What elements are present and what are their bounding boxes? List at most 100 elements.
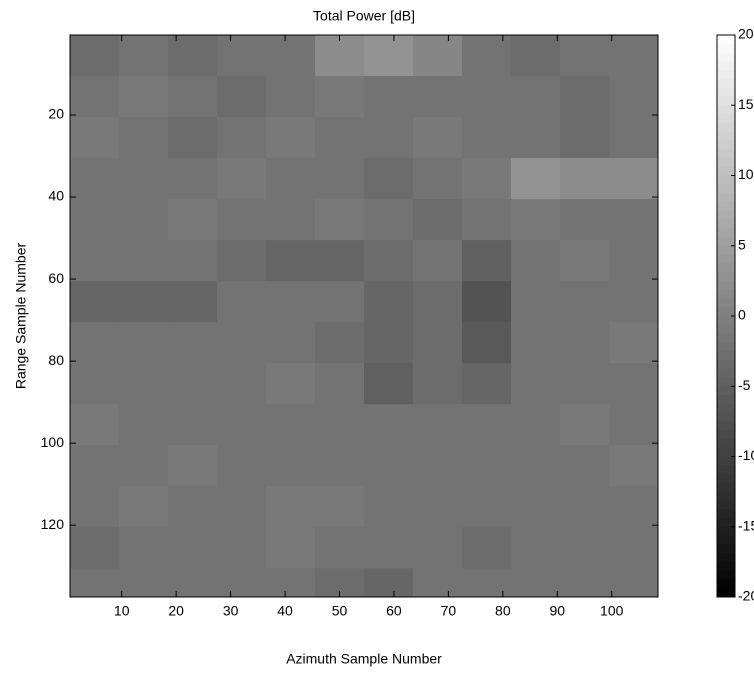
colorbar-step	[717, 307, 735, 316]
colorbar-step	[717, 316, 735, 325]
heatmap-cell	[266, 568, 316, 597]
heatmap-cell	[168, 445, 218, 487]
colorbar-step	[717, 184, 735, 193]
heatmap-cell	[168, 158, 218, 200]
x-tick-label: 70	[441, 603, 457, 619]
heatmap-cell	[70, 363, 120, 405]
heatmap-cell	[266, 158, 316, 200]
colorbar-step	[717, 527, 735, 536]
heatmap-cell	[364, 445, 414, 487]
heatmap-cell	[217, 117, 267, 159]
heatmap-cell	[315, 240, 365, 282]
heatmap-cell	[217, 363, 267, 405]
heatmap-cell	[364, 363, 414, 405]
heatmap-cell	[462, 35, 512, 77]
heatmap-cell	[609, 158, 659, 200]
heatmap-cell	[217, 568, 267, 597]
heatmap-cell	[217, 486, 267, 528]
heatmap-cell	[511, 527, 561, 569]
heatmap-cell	[462, 76, 512, 118]
heatmap-cell	[168, 76, 218, 118]
colorbar-step	[717, 88, 735, 97]
y-axis-label: Range Sample Number	[13, 243, 29, 390]
heatmap-cell	[609, 363, 659, 405]
colorbar-step	[717, 96, 735, 105]
colorbar-step	[717, 518, 735, 527]
x-tick-label: 50	[332, 603, 348, 619]
colorbar-step	[717, 509, 735, 518]
heatmap-cell	[364, 158, 414, 200]
y-tick-label: 80	[48, 352, 64, 368]
colorbar-step	[717, 404, 735, 413]
heatmap-cell	[364, 199, 414, 241]
heatmap-cell	[560, 363, 610, 405]
colorbar-step	[717, 413, 735, 422]
colorbar-step	[717, 439, 735, 448]
colorbar-step	[717, 342, 735, 351]
heatmap-cell	[511, 158, 561, 200]
colorbar-tick-label: 0	[738, 307, 746, 323]
colorbar-step	[717, 158, 735, 167]
x-tick-label: 90	[549, 603, 565, 619]
colorbar-step	[717, 536, 735, 545]
heatmap-cell	[609, 76, 659, 118]
heatmap-cell	[413, 158, 463, 200]
heatmap-cell	[462, 158, 512, 200]
heatmap-cell	[119, 486, 169, 528]
heatmap-cell	[70, 527, 120, 569]
heatmap-cell	[609, 568, 659, 597]
heatmap-cell	[266, 240, 316, 282]
colorbar-step	[717, 553, 735, 562]
heatmap-cell	[70, 281, 120, 323]
colorbar-step	[717, 325, 735, 334]
heatmap-cell	[462, 568, 512, 597]
heatmap-cell	[609, 35, 659, 77]
colorbar-tick-label: -10	[738, 447, 754, 463]
heatmap-cell	[364, 76, 414, 118]
heatmap-cell	[462, 404, 512, 446]
heatmap-cell	[119, 445, 169, 487]
colorbar-step	[717, 562, 735, 571]
colorbar-step	[717, 219, 735, 228]
colorbar-step	[717, 360, 735, 369]
colorbar-step	[717, 61, 735, 70]
heatmap-cell	[511, 568, 561, 597]
x-tick-label: 30	[223, 603, 239, 619]
heatmap-cell	[462, 240, 512, 282]
heatmap-cell	[413, 404, 463, 446]
heatmap-cell	[119, 322, 169, 364]
colorbar-tick-label: -20	[738, 588, 754, 604]
heatmap-cell	[119, 117, 169, 159]
colorbar-step	[717, 132, 735, 141]
heatmap-cell	[119, 527, 169, 569]
colorbar-step	[717, 263, 735, 272]
heatmap-cell	[217, 76, 267, 118]
y-tick-label: 100	[41, 434, 65, 450]
heatmap-cell	[413, 363, 463, 405]
colorbar-step	[717, 281, 735, 290]
colorbar-step	[717, 430, 735, 439]
colorbar-step	[717, 70, 735, 79]
heatmap-cell	[462, 445, 512, 487]
heatmap-cell	[315, 158, 365, 200]
heatmap-cell	[609, 404, 659, 446]
heatmap-cell	[364, 322, 414, 364]
heatmap-cell	[560, 76, 610, 118]
heatmap-cell	[70, 445, 120, 487]
colorbar-step	[717, 44, 735, 53]
x-tick-label: 20	[168, 603, 184, 619]
heatmap-cell	[217, 281, 267, 323]
heatmap-cell	[168, 527, 218, 569]
colorbar-step	[717, 369, 735, 378]
colorbar-step	[717, 255, 735, 264]
heatmap-cell	[217, 445, 267, 487]
heatmap-cell	[70, 486, 120, 528]
colorbar-step	[717, 79, 735, 88]
heatmap-cell	[70, 322, 120, 364]
heatmap-cell	[462, 322, 512, 364]
heatmap-cell	[609, 322, 659, 364]
chart: Total Power [dB] Azimuth Sample Number R…	[0, 0, 754, 673]
heatmap-cell	[315, 363, 365, 405]
colorbar-step	[717, 492, 735, 501]
heatmap-cell	[217, 158, 267, 200]
